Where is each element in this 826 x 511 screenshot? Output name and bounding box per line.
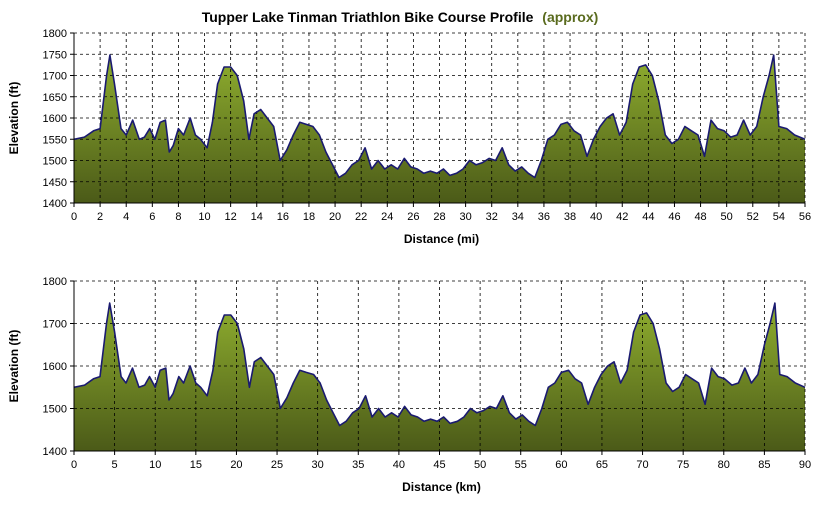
y-tick-label: 1600 — [43, 361, 67, 373]
x-tick-label: 12 — [225, 211, 237, 223]
x-tick-label: 4 — [123, 211, 129, 223]
x-tick-label: 10 — [149, 459, 161, 471]
x-tick-label: 38 — [564, 211, 576, 223]
x-tick-label: 50 — [474, 459, 486, 471]
y-tick-label: 1400 — [43, 198, 67, 210]
y-tick-label: 1800 — [43, 28, 67, 40]
chart-title-accent: (approx) — [542, 9, 598, 25]
x-tick-label: 14 — [251, 211, 263, 223]
x-tick-label: 80 — [718, 459, 730, 471]
x-tick-label: 42 — [616, 211, 628, 223]
y-tick-label: 1700 — [43, 71, 67, 83]
x-tick-label: 32 — [486, 211, 498, 223]
y-tick-label: 1500 — [43, 404, 67, 416]
x-tick-label: 40 — [590, 211, 602, 223]
x-tick-label: 28 — [433, 211, 445, 223]
y-tick-label: 1550 — [43, 134, 67, 146]
y-tick-label: 1650 — [43, 92, 67, 104]
chart-title: Tupper Lake Tinman Triathlon Bike Course… — [202, 9, 599, 25]
y-tick-label: 1700 — [43, 319, 67, 331]
x-tick-label: 48 — [694, 211, 706, 223]
x-tick-label: 0 — [71, 459, 77, 471]
x-tick-label: 18 — [303, 211, 315, 223]
x-axis-label: Distance (mi) — [404, 232, 479, 246]
chart-title-main: Tupper Lake Tinman Triathlon Bike Course… — [202, 9, 534, 25]
y-tick-label: 1450 — [43, 177, 67, 189]
x-tick-label: 0 — [71, 211, 77, 223]
y-tick-label: 1750 — [43, 49, 67, 61]
y-tick-label: 1600 — [43, 113, 67, 125]
x-tick-label: 54 — [773, 211, 785, 223]
y-tick-label: 1500 — [43, 156, 67, 168]
x-tick-label: 2 — [97, 211, 103, 223]
x-tick-label: 55 — [515, 459, 527, 471]
x-tick-label: 35 — [352, 459, 364, 471]
elevation-area — [74, 303, 805, 451]
x-tick-label: 20 — [329, 211, 341, 223]
x-tick-label: 30 — [459, 211, 471, 223]
x-tick-label: 90 — [799, 459, 811, 471]
profile-chart-kilometers: 0 5 10 15 20 25 30 35 40 45 50 55 60 65 70 75 80 85 90 1400… — [7, 276, 811, 494]
x-tick-label: 34 — [512, 211, 524, 223]
x-tick-label: 25 — [271, 459, 283, 471]
y-axis-label: Elevation (ft) — [7, 330, 21, 403]
x-tick-label: 50 — [721, 211, 733, 223]
x-tick-label: 44 — [642, 211, 654, 223]
x-tick-label: 45 — [433, 459, 445, 471]
x-tick-label: 60 — [555, 459, 567, 471]
x-tick-label: 6 — [149, 211, 155, 223]
x-tick-label: 15 — [190, 459, 202, 471]
x-tick-label: 20 — [230, 459, 242, 471]
x-tick-label: 46 — [668, 211, 680, 223]
x-tick-label: 56 — [799, 211, 811, 223]
x-tick-label: 70 — [636, 459, 648, 471]
x-tick-label: 24 — [381, 211, 393, 223]
x-tick-label: 36 — [538, 211, 550, 223]
x-tick-label: 85 — [758, 459, 770, 471]
x-tick-label: 16 — [277, 211, 289, 223]
x-tick-label: 26 — [407, 211, 419, 223]
x-axis-label: Distance (km) — [402, 480, 481, 494]
x-tick-label: 8 — [175, 211, 181, 223]
y-tick-label: 1800 — [43, 276, 67, 288]
y-tick-label: 1400 — [43, 446, 67, 458]
elevation-line — [73, 54, 806, 179]
x-tick-label: 30 — [312, 459, 324, 471]
profile-chart-miles: 0 2 4 6 8 10 12 14 16 18 20 22 24 26 28 30 32 34 36 38 40 42 4… — [7, 28, 811, 246]
x-tick-label: 40 — [393, 459, 405, 471]
elevation-line — [73, 302, 806, 427]
x-tick-label: 10 — [198, 211, 210, 223]
x-tick-label: 52 — [747, 211, 759, 223]
x-tick-label: 75 — [677, 459, 689, 471]
x-tick-label: 5 — [112, 459, 118, 471]
y-axis-label: Elevation (ft) — [7, 82, 21, 155]
x-tick-label: 22 — [355, 211, 367, 223]
x-tick-label: 65 — [596, 459, 608, 471]
